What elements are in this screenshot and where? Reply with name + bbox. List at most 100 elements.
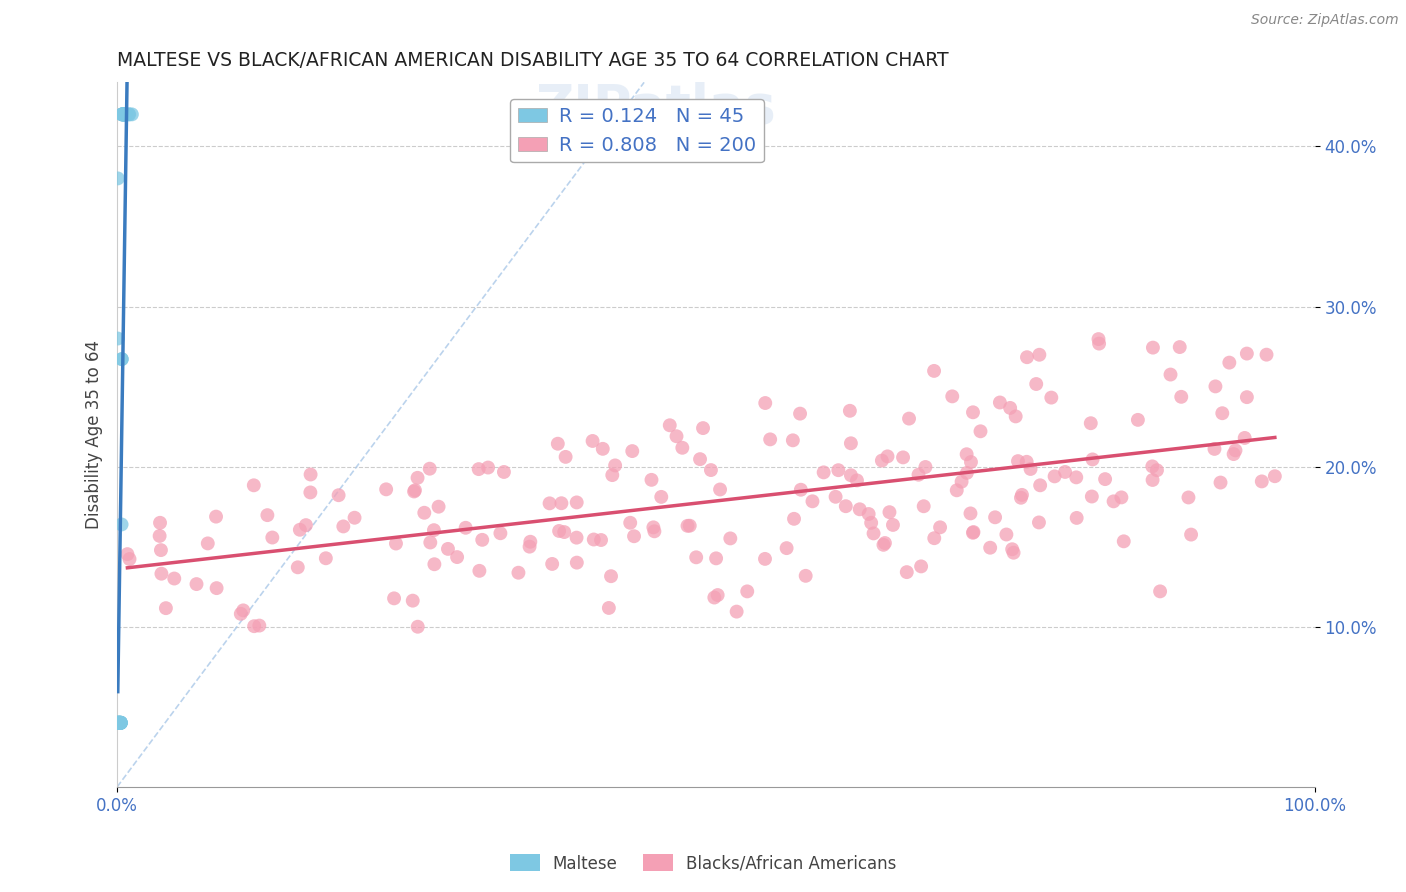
- Point: [108, 715, 131, 730]
- Point: [775, 541, 797, 555]
- Point: [914, 460, 936, 475]
- Point: [186, 577, 208, 591]
- Point: [643, 520, 665, 534]
- Point: [1094, 472, 1116, 486]
- Point: [995, 527, 1018, 541]
- Point: [941, 389, 963, 403]
- Point: [783, 512, 806, 526]
- Point: [621, 444, 644, 458]
- Point: [112, 107, 135, 121]
- Point: [554, 450, 576, 464]
- Point: [149, 529, 172, 543]
- Point: [467, 462, 489, 476]
- Point: [658, 418, 681, 433]
- Point: [1256, 348, 1278, 362]
- Point: [1112, 534, 1135, 549]
- Point: [643, 524, 665, 539]
- Point: [1236, 346, 1258, 360]
- Point: [1222, 447, 1244, 461]
- Point: [117, 547, 139, 561]
- Point: [519, 540, 541, 554]
- Point: [1087, 332, 1109, 346]
- Point: [114, 107, 136, 121]
- Point: [754, 552, 776, 566]
- Point: [108, 715, 131, 730]
- Point: [423, 558, 446, 572]
- Point: [1081, 452, 1104, 467]
- Point: [1019, 462, 1042, 476]
- Point: [1209, 475, 1232, 490]
- Point: [108, 715, 131, 730]
- Point: [1142, 473, 1164, 487]
- Point: [550, 496, 572, 510]
- Point: [114, 107, 136, 121]
- Point: [862, 526, 884, 541]
- Point: [907, 467, 929, 482]
- Point: [912, 500, 935, 514]
- Point: [1236, 390, 1258, 404]
- Point: [404, 483, 426, 498]
- Point: [110, 715, 132, 730]
- Point: [471, 533, 494, 547]
- Point: [984, 510, 1007, 524]
- Point: [111, 107, 134, 121]
- Point: [789, 407, 811, 421]
- Point: [1170, 390, 1192, 404]
- Point: [112, 107, 135, 121]
- Point: [205, 581, 228, 595]
- Point: [1004, 409, 1026, 424]
- Point: [406, 471, 429, 485]
- Point: [754, 396, 776, 410]
- Point: [891, 450, 914, 465]
- Point: [600, 468, 623, 483]
- Point: [600, 569, 623, 583]
- Point: [619, 516, 641, 530]
- Point: [375, 483, 398, 497]
- Point: [718, 532, 741, 546]
- Point: [876, 450, 898, 464]
- Point: [110, 715, 132, 730]
- Point: [1015, 350, 1038, 364]
- Point: [262, 531, 284, 545]
- Point: [114, 107, 136, 121]
- Point: [492, 465, 515, 479]
- Point: [110, 517, 132, 532]
- Point: [149, 543, 172, 558]
- Point: [581, 434, 603, 448]
- Point: [685, 550, 707, 565]
- Point: [402, 593, 425, 607]
- Point: [468, 564, 491, 578]
- Point: [882, 517, 904, 532]
- Point: [541, 557, 564, 571]
- Point: [565, 556, 588, 570]
- Point: [896, 565, 918, 579]
- Point: [121, 107, 143, 121]
- Point: [413, 506, 436, 520]
- Point: [873, 536, 896, 550]
- Point: [1204, 379, 1226, 393]
- Point: [1025, 377, 1047, 392]
- Point: [1168, 340, 1191, 354]
- Point: [108, 715, 131, 730]
- Point: [315, 551, 337, 566]
- Point: [402, 484, 425, 499]
- Point: [1180, 527, 1202, 541]
- Point: [848, 502, 870, 516]
- Point: [589, 533, 612, 547]
- Point: [813, 466, 835, 480]
- Point: [872, 538, 894, 552]
- Point: [679, 518, 702, 533]
- Point: [969, 425, 991, 439]
- Point: [1211, 406, 1233, 420]
- Point: [111, 352, 134, 367]
- Legend: Maltese, Blacks/African Americans: Maltese, Blacks/African Americans: [503, 847, 903, 880]
- Point: [706, 588, 728, 602]
- Point: [299, 467, 322, 482]
- Point: [671, 441, 693, 455]
- Point: [962, 525, 984, 540]
- Point: [205, 509, 228, 524]
- Point: [700, 463, 723, 477]
- Point: [508, 566, 530, 580]
- Point: [489, 526, 512, 541]
- Point: [782, 434, 804, 448]
